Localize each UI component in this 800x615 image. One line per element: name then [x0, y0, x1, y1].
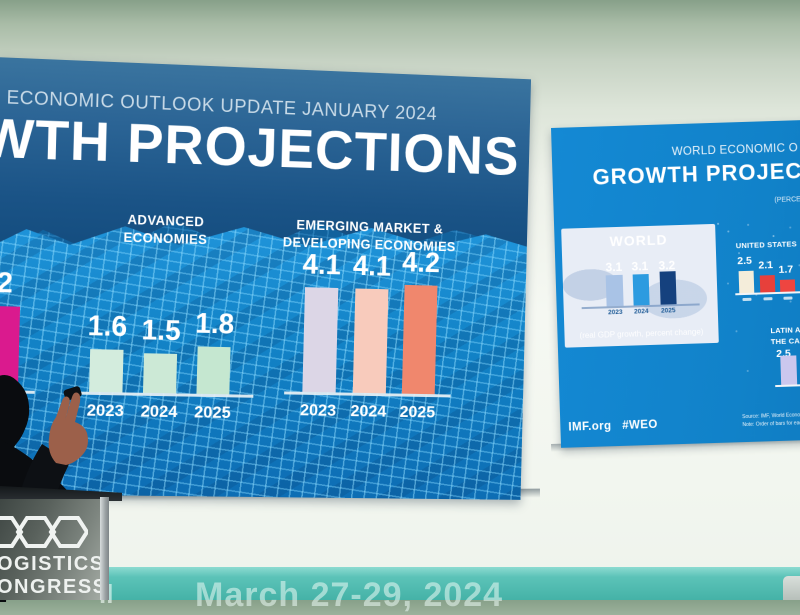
world-2023-bar: [606, 275, 624, 307]
stage-photo: { "left_slide": { "kicker": "ECONOMIC OU…: [0, 0, 800, 600]
right-projection-screen: WORLD ECONOMIC O GROWTH PROJEC (PERCE WO…: [551, 120, 800, 448]
us-2024-bar: [760, 275, 776, 292]
world-2025-value: .2: [0, 267, 28, 301]
speaker-hand: [49, 393, 88, 466]
podium-brand-line2: ONGRESS: [0, 576, 108, 599]
advanced-2025-value: 1.8: [188, 308, 241, 342]
emerging-2024-value: 4.1: [346, 250, 398, 284]
us-year-tick: [742, 298, 751, 301]
latam-2023-bar: [780, 355, 797, 384]
emerging-2023-bar: [302, 287, 338, 392]
right-slide-subtitle: (PERCE: [774, 196, 800, 204]
right-slide-kicker: WORLD ECONOMIC O: [672, 142, 799, 158]
podium-metal-edge: [100, 497, 109, 600]
us-2024-value: 2.1: [758, 259, 773, 271]
world-panel: WORLD 3.1 3.1 3.2 2023 2024 2025 (real G…: [561, 224, 719, 348]
latam-axis: [775, 384, 800, 388]
united-states-title: UNITED STATES: [736, 239, 797, 250]
podium-brand-line1: OGISTICS: [0, 553, 105, 576]
advanced-year-2024: 2024: [132, 402, 185, 423]
advanced-2024-bar: [143, 353, 177, 393]
emerging-2023-value: 4.1: [296, 249, 348, 283]
advanced-2025-bar: [196, 346, 230, 394]
us-2023-bar: [739, 271, 755, 293]
us-2023-value: 2.5: [737, 255, 752, 267]
world-2025-bar: [660, 271, 677, 304]
emerging-2025-bar: [402, 285, 438, 394]
dotted-map-texture: [717, 223, 719, 225]
us-2025-value: 1.7: [778, 263, 793, 275]
advanced-year-2025: 2025: [186, 402, 239, 423]
source-note: Source: IMF, World Econom Note: Order of…: [742, 411, 800, 429]
right-slide-title: GROWTH PROJEC: [592, 158, 800, 191]
hexagon-chain-icon: [0, 511, 88, 553]
podium-front: OGISTICS ONGRESS: [0, 499, 100, 600]
emerging-2024-bar: [353, 288, 389, 393]
world-panel-caption: (real GDP growth, percent change): [564, 327, 718, 341]
event-date-text: March 27-29, 2024: [195, 576, 503, 615]
imf-site-label: IMF.org: [568, 420, 611, 433]
stage-furniture: [783, 576, 800, 600]
left-slide-title: WTH PROJECTIONS: [0, 105, 520, 188]
emerging-year-2023: 2023: [292, 400, 344, 420]
world-year-2025: 2025: [653, 307, 684, 315]
emerging-2025-value: 4.2: [395, 247, 446, 280]
advanced-2024-value: 1.5: [134, 314, 187, 348]
us-year-tick: [783, 297, 792, 300]
latin-america-title: LATIN AM THE CA: [770, 325, 800, 347]
imf-footer: IMF.org #WEO: [568, 419, 658, 434]
weo-hashtag: #WEO: [622, 419, 658, 432]
us-2025-bar: [780, 279, 795, 291]
us-year-tick: [763, 297, 772, 300]
emerging-year-2025: 2025: [392, 402, 443, 422]
advanced-2023-value: 1.6: [80, 310, 134, 344]
world-2024-bar: [633, 274, 650, 305]
emerging-year-2024: 2024: [343, 401, 395, 421]
world-panel-title: WORLD: [561, 230, 715, 251]
advanced-economies-label: ADVANCED ECONOMIES: [92, 210, 239, 249]
